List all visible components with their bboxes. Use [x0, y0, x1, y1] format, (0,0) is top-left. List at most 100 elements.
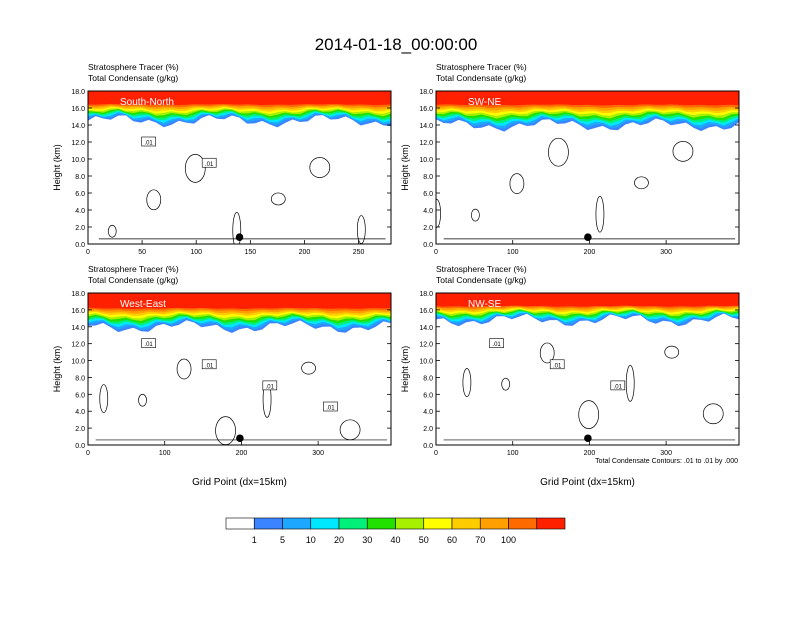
panel-title-line1: Stratosphere Tracer (%)	[88, 264, 179, 274]
contour-line	[301, 361, 316, 375]
x-tick-label: 200	[236, 450, 248, 457]
chart-panel-2: SW-NE Stratosphere Tracer (%)Total Conden…	[400, 62, 740, 256]
y-axis-label: Height (km)	[52, 346, 62, 393]
y-tick-label: 2.0	[75, 225, 85, 232]
panels: .01 .01 South-North Stratosphere Tracer (%)…	[52, 62, 740, 488]
contour-line	[672, 141, 694, 162]
y-tick-label: 18.0	[71, 291, 85, 298]
y-tick-label: 4.0	[75, 409, 85, 416]
x-tick-label: 100	[159, 450, 171, 457]
contour-line	[548, 137, 569, 167]
plot-area: .01 .01 .01 .01	[88, 293, 391, 445]
y-tick-label: 12.0	[71, 140, 85, 147]
y-tick-label: 16.0	[419, 308, 433, 315]
plot-area: .01 .01 .01	[436, 293, 739, 445]
y-tick-label: 16.0	[71, 106, 85, 113]
plot-frame	[87, 90, 392, 245]
y-tick-label: 6.0	[75, 392, 85, 399]
contour-line	[99, 384, 109, 413]
plot-frame	[87, 292, 392, 446]
x-tick-label: 100	[507, 249, 519, 256]
colorbar-label: 70	[475, 535, 485, 545]
colorbar-swatch	[253, 517, 283, 530]
panel-title-line1: Stratosphere Tracer (%)	[88, 62, 179, 72]
y-axis-label: Height (km)	[400, 144, 410, 191]
location-marker	[584, 434, 592, 443]
y-tick-label: 2.0	[423, 225, 433, 232]
y-tick-label: 4.0	[423, 409, 433, 416]
y-tick-label: 6.0	[423, 191, 433, 198]
y-tick-label: 6.0	[75, 191, 85, 198]
x-tick-label: 100	[190, 249, 202, 256]
contour-line	[578, 400, 600, 429]
y-tick-label: 10.0	[419, 157, 433, 164]
contour-line	[232, 212, 242, 244]
contour-label: .01	[262, 380, 278, 390]
panel-label: NW-SE	[468, 299, 501, 310]
colorbar-label: 40	[390, 535, 400, 545]
contour-line	[184, 154, 206, 183]
x-tick-label: 100	[507, 450, 519, 457]
tracer-band-11	[88, 293, 391, 309]
colorbar-label: 5	[280, 535, 285, 545]
contour-line	[625, 365, 635, 402]
panel-title-line1: Stratosphere Tracer (%)	[436, 264, 527, 274]
y-tick-label: 18.0	[419, 89, 433, 96]
y-tick-label: 0.0	[423, 242, 433, 249]
colorbar-swatch	[508, 517, 538, 530]
svg-text:.01: .01	[144, 342, 153, 348]
chart-panel-1: .01 .01 South-North Stratosphere Tracer (%)…	[52, 62, 392, 256]
x-axis-label: Grid Point (dx=15km)	[540, 477, 635, 488]
y-tick-label: 14.0	[71, 325, 85, 332]
colorbar-label: 60	[447, 535, 457, 545]
y-tick-label: 12.0	[419, 140, 433, 147]
contour-line	[471, 208, 480, 222]
tracer-band-11	[88, 91, 391, 106]
contour-line	[664, 345, 680, 359]
x-tick-label: 200	[584, 450, 596, 457]
x-tick-label: 300	[660, 249, 672, 256]
y-tick-label: 8.0	[423, 174, 433, 181]
svg-text:.01: .01	[492, 342, 501, 348]
plot-frame	[435, 90, 740, 245]
y-axis-label: Height (km)	[400, 346, 410, 393]
contour-label: .01	[323, 401, 338, 412]
plot-frame	[435, 292, 740, 446]
contour-label: .01	[201, 359, 217, 369]
y-tick-label: 14.0	[419, 325, 433, 332]
y-tick-label: 0.0	[75, 443, 85, 450]
y-tick-label: 10.0	[71, 157, 85, 164]
x-tick-label: 0	[86, 249, 90, 256]
x-tick-label: 50	[138, 249, 146, 256]
x-tick-label: 0	[86, 450, 90, 457]
contour-line	[539, 342, 555, 364]
contour-line	[309, 157, 331, 178]
x-tick-label: 300	[312, 450, 324, 457]
x-tick-label: 200	[584, 249, 596, 256]
contour-line	[509, 173, 525, 194]
y-tick-label: 0.0	[75, 242, 85, 249]
colorbar-swatch	[310, 517, 340, 530]
figure-title: 2014-01-18_00:00:00	[315, 35, 478, 54]
contour-line	[146, 189, 162, 211]
y-tick-label: 12.0	[71, 342, 85, 349]
y-tick-label: 4.0	[75, 208, 85, 215]
panel-label: West-East	[120, 299, 166, 310]
x-axis-label: Grid Point (dx=15km)	[192, 477, 287, 488]
colorbar-label: 100	[501, 535, 516, 545]
y-tick-label: 0.0	[423, 443, 433, 450]
colorbar-label: 1	[252, 535, 257, 545]
y-tick-label: 8.0	[75, 174, 85, 181]
contour-line	[462, 368, 472, 397]
svg-text:.01: .01	[205, 162, 214, 168]
colorbar-swatch	[395, 517, 425, 530]
contour-label: .01	[141, 136, 156, 147]
y-tick-label: 2.0	[75, 426, 85, 433]
panel-title-line2: Total Condensate (g/kg)	[436, 275, 526, 285]
y-tick-label: 14.0	[419, 123, 433, 130]
colorbar-swatch	[366, 517, 396, 530]
y-axis-label: Height (km)	[52, 144, 62, 191]
colorbar-swatch	[423, 517, 453, 530]
contour-note: Total Condensate Contours: .01 to .01 by…	[595, 458, 738, 465]
y-tick-label: 8.0	[75, 375, 85, 382]
